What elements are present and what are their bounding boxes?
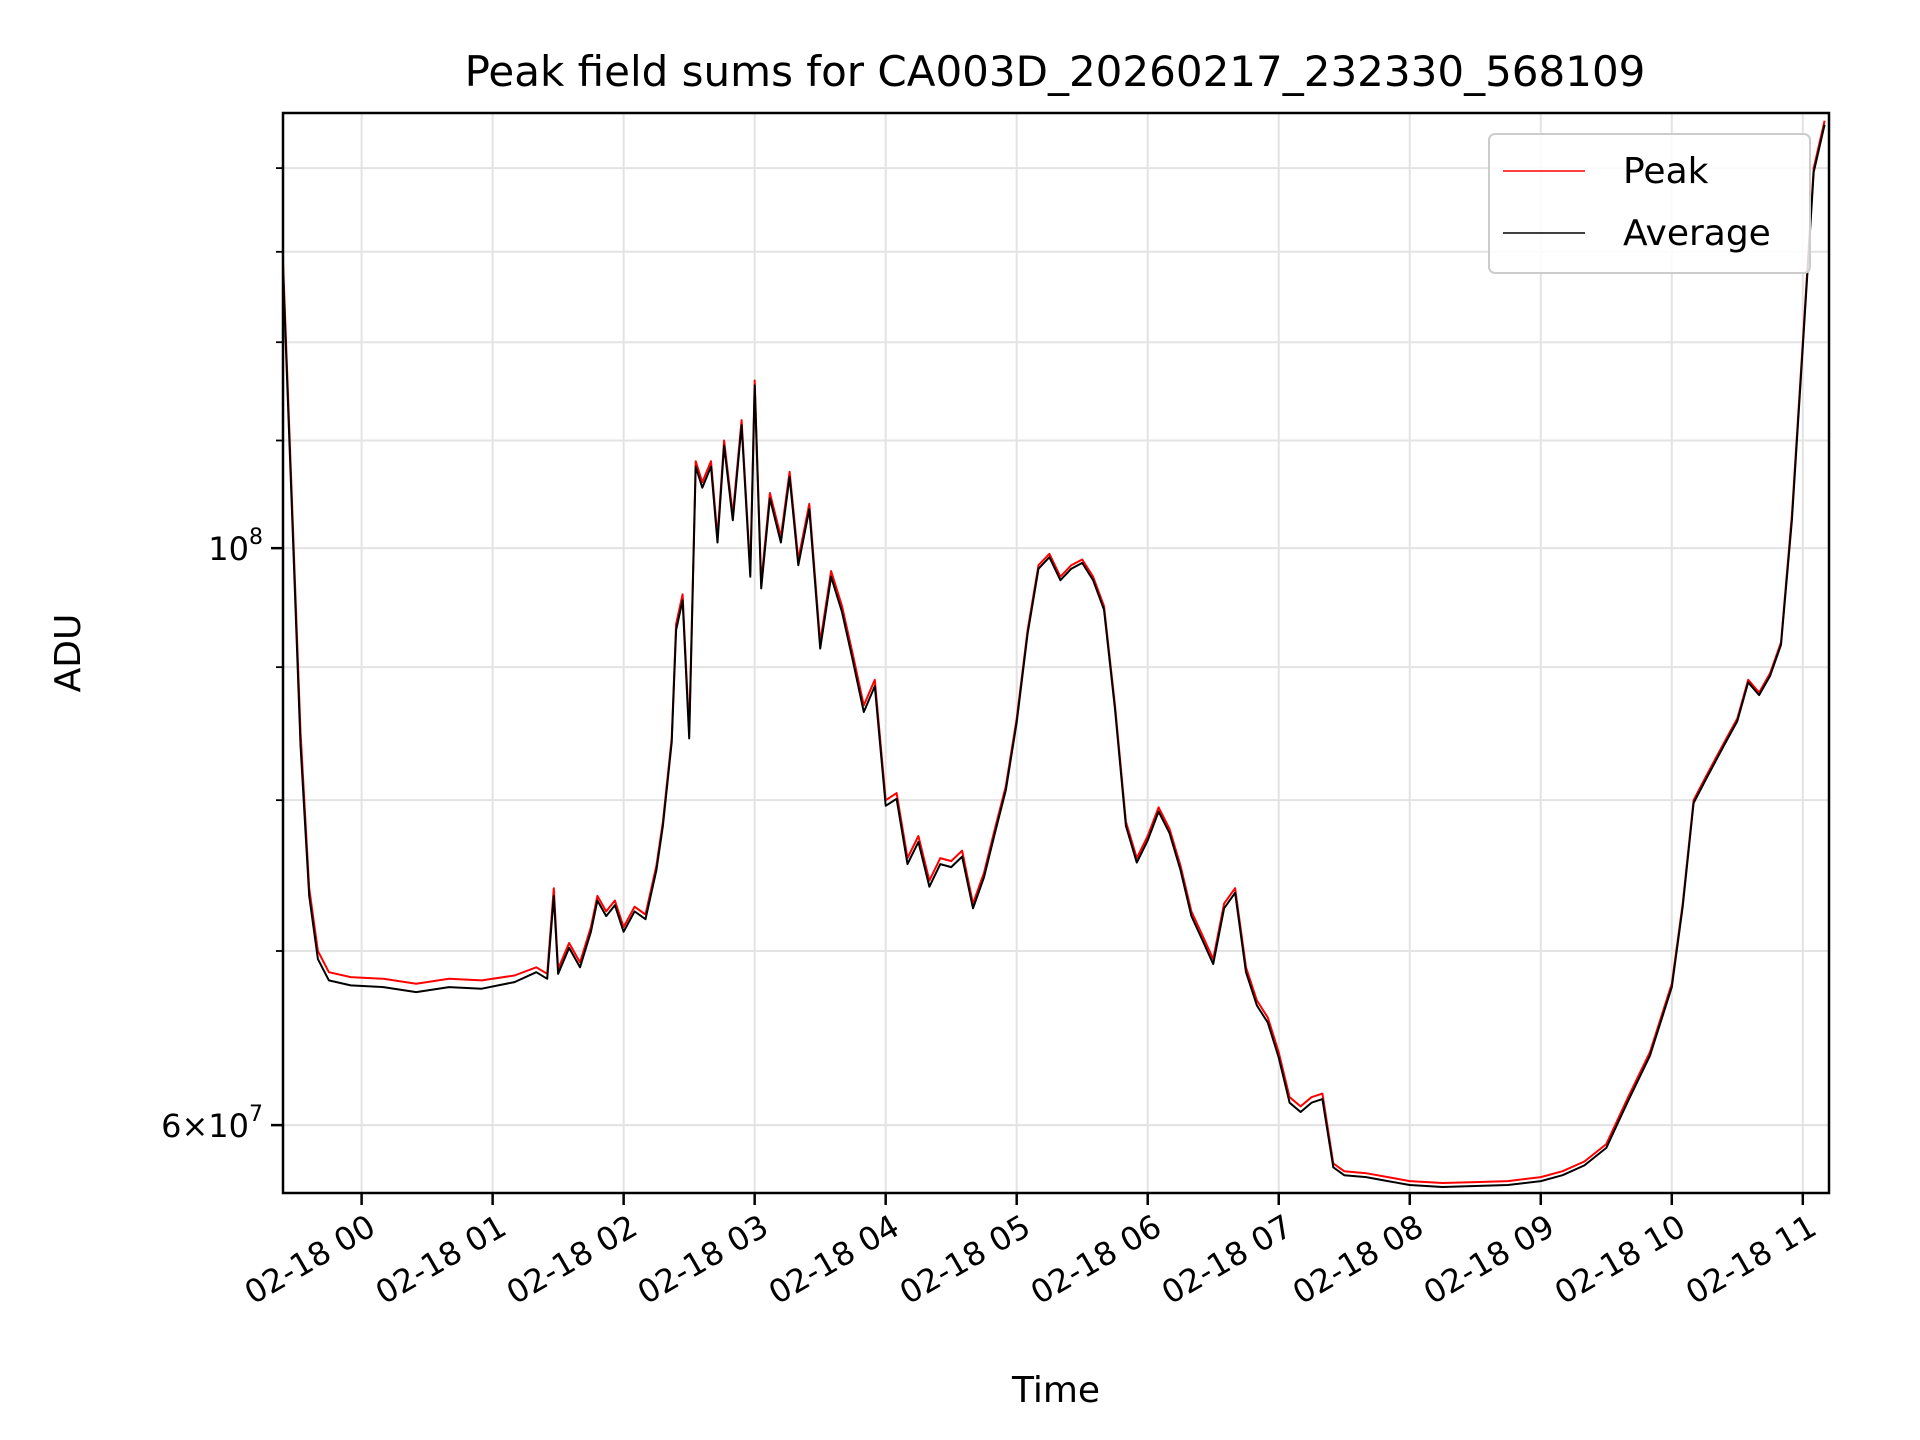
x-tick-label: 02-18 00 bbox=[238, 1207, 382, 1312]
x-axis-label: Time bbox=[1011, 1370, 1100, 1411]
x-tick-label: 02-18 11 bbox=[1679, 1207, 1823, 1312]
x-tick-label: 02-18 08 bbox=[1286, 1207, 1430, 1312]
y-tick-label: 108 bbox=[208, 525, 263, 568]
y-tick-exponent: 7 bbox=[249, 1102, 263, 1127]
series-layer bbox=[282, 120, 1826, 1188]
series-line-average bbox=[282, 124, 1826, 1188]
x-tick-label: 02-18 09 bbox=[1417, 1207, 1561, 1312]
y-ticks: 108 6×107 bbox=[161, 167, 283, 1145]
y-tick-label: 6×107 bbox=[161, 1102, 263, 1145]
y-tick-base: 6×10 bbox=[161, 1107, 249, 1145]
plot-frame bbox=[281, 111, 1831, 1195]
y-axis-label: ADU bbox=[48, 614, 89, 693]
x-tick-label: 02-18 04 bbox=[762, 1207, 906, 1312]
legend-peak-label: Peak bbox=[1623, 151, 1709, 192]
x-tick-label: 02-18 06 bbox=[1024, 1207, 1168, 1312]
chart-title: Peak field sums for CA003D_20260217_2323… bbox=[465, 47, 1646, 96]
x-tick-label: 02-18 05 bbox=[893, 1207, 1037, 1312]
legend-box bbox=[1488, 133, 1811, 274]
x-tick-label: 02-18 10 bbox=[1548, 1207, 1692, 1312]
x-tick-label: 02-18 02 bbox=[500, 1207, 644, 1312]
x-tick-label: 02-18 01 bbox=[369, 1207, 513, 1312]
x-tick-label: 02-18 07 bbox=[1155, 1207, 1299, 1312]
series-line-peak bbox=[282, 120, 1826, 1184]
legend: Peak Average bbox=[1488, 133, 1811, 274]
x-tick-label: 02-18 03 bbox=[631, 1207, 775, 1312]
grid bbox=[283, 113, 1829, 1193]
y-tick-exponent: 8 bbox=[249, 525, 263, 550]
legend-average-label: Average bbox=[1623, 213, 1771, 254]
y-tick-base: 10 bbox=[208, 530, 249, 568]
